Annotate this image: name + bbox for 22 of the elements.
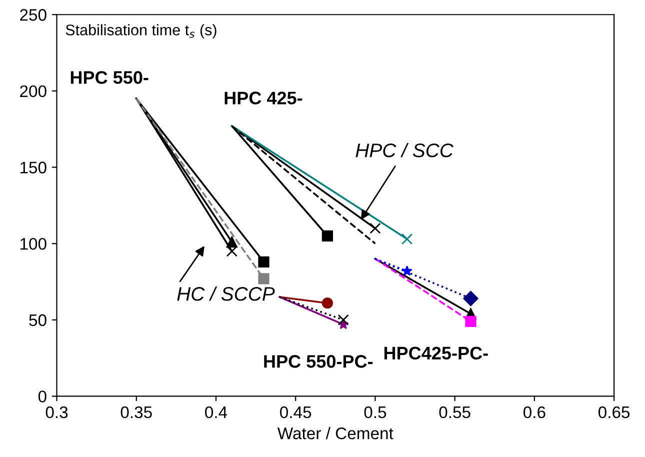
annotation: HPC425-PC- bbox=[384, 346, 488, 360]
x-tick-label: 0.6 bbox=[523, 406, 546, 418]
annotation: HPC 550-PC- bbox=[264, 355, 373, 368]
x-tick-label: 0.65 bbox=[598, 406, 630, 418]
x-tick-label: 0.4 bbox=[205, 406, 228, 418]
y-tick-label: 0 bbox=[38, 390, 46, 402]
y-tick-label: 100 bbox=[20, 238, 46, 250]
y-tick-label: 250 bbox=[20, 9, 46, 21]
y-tick-label: 200 bbox=[20, 85, 46, 98]
y-axis-title: Stabilisation time t$_{s}$ (s) bbox=[66, 24, 216, 38]
x-tick-label: 0.35 bbox=[120, 406, 152, 418]
x-tick-label: 0.55 bbox=[439, 406, 470, 418]
x-tick-label: 0.45 bbox=[280, 406, 312, 418]
y-tick-label: 150 bbox=[20, 162, 46, 174]
annotation: HPC 550- bbox=[70, 71, 148, 84]
annotation: HPC 425- bbox=[224, 92, 302, 104]
x-tick-label: 0.5 bbox=[364, 406, 386, 418]
y-tick-label: 50 bbox=[29, 314, 46, 326]
annotation: HPC / SCC bbox=[356, 142, 454, 158]
x-axis-title: Water / Cement bbox=[277, 427, 394, 440]
x-tick-label: 0.3 bbox=[46, 406, 68, 418]
annotation: HC / SCCP bbox=[177, 286, 275, 301]
